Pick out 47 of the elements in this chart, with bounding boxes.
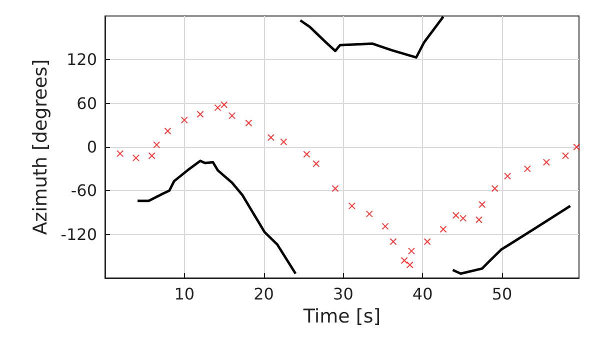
point: [366, 210, 373, 218]
point: [180, 116, 188, 124]
point: [116, 150, 124, 158]
point: [390, 238, 397, 246]
point: [491, 184, 498, 192]
point: [332, 184, 339, 192]
point: [504, 172, 512, 180]
x-tick-label: 50: [492, 284, 512, 304]
x-tick-label: 10: [174, 284, 195, 304]
point: [132, 154, 140, 162]
x-tick-label: 20: [254, 284, 274, 304]
point: [460, 214, 467, 222]
point: [408, 248, 415, 255]
point: [280, 138, 288, 146]
point: [220, 101, 228, 108]
y-tick-label: -60: [70, 181, 97, 200]
point: [424, 238, 431, 246]
x-axis-title: Time [s]: [302, 305, 381, 328]
point: [478, 200, 486, 208]
point: [524, 165, 531, 172]
y-tick-label: 0: [86, 138, 97, 156]
y-tick-label: -120: [60, 224, 97, 244]
x-tick-label: 40: [412, 284, 433, 304]
point: [228, 112, 236, 120]
point: [164, 127, 172, 134]
point: [196, 110, 204, 118]
y-tick-label: 60: [76, 94, 97, 113]
point: [562, 152, 570, 160]
point: [573, 144, 580, 150]
point: [400, 257, 408, 264]
point: [382, 222, 389, 230]
point: [348, 202, 356, 210]
point: [542, 158, 550, 166]
y-axis-title: Azimuth [degrees]: [29, 59, 52, 235]
point: [452, 212, 460, 219]
point: [475, 216, 482, 224]
point: [267, 134, 274, 142]
point: [440, 226, 447, 233]
x-tick-label: 30: [333, 284, 354, 304]
point: [245, 119, 252, 126]
point: [406, 261, 414, 268]
point: [148, 152, 156, 160]
point: [303, 150, 310, 158]
point: [153, 141, 160, 148]
y-tick-label: 120: [66, 50, 97, 70]
point: [214, 104, 222, 112]
point: [312, 160, 320, 168]
